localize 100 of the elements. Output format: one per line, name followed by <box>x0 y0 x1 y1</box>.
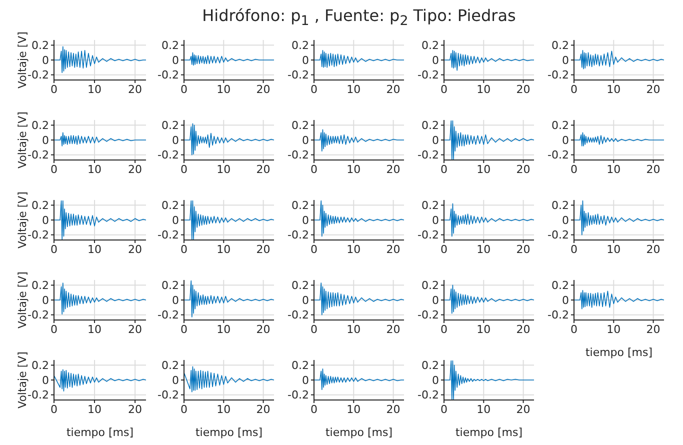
line-series <box>54 200 146 240</box>
y-tick-label: -0.2 <box>158 228 179 242</box>
y-tick-label: -0.2 <box>548 68 569 82</box>
x-tick-label: 0 <box>310 402 318 416</box>
x-tick-label: 20 <box>516 402 530 416</box>
x-tick-label: 10 <box>476 402 491 416</box>
x-tick-label: 20 <box>516 242 530 256</box>
chart-title: Hidrófono: p$_{1}$ , Fuente: p$_{2}$ Tipo: Piedras <box>201 6 517 30</box>
y-tick-label: -0.2 <box>28 388 49 402</box>
y-tick-label: -0.2 <box>418 388 439 402</box>
y-tick-label: 0 <box>42 214 49 227</box>
x-tick-label: 0 <box>50 402 58 416</box>
y-tick-label: -0.2 <box>548 228 569 242</box>
x-axis-title: tiempo [ms] <box>66 426 134 439</box>
x-tick-label: 20 <box>646 322 660 336</box>
line-series <box>184 200 274 240</box>
line-series <box>184 52 274 66</box>
y-tick-label: -0.2 <box>288 308 309 322</box>
x-tick-label: 20 <box>128 402 142 416</box>
y-tick-label: -0.2 <box>418 148 439 162</box>
y-tick-label: -0.2 <box>418 308 439 322</box>
x-tick-label: 10 <box>216 242 231 256</box>
x-tick-label: 10 <box>346 402 361 416</box>
x-tick-label: 0 <box>50 242 58 256</box>
y-tick-label: 0.2 <box>552 279 569 292</box>
x-tick-label: 20 <box>386 82 400 96</box>
x-tick-label: 0 <box>570 82 578 96</box>
y-tick-label: -0.2 <box>158 68 179 82</box>
y-tick-label: -0.2 <box>28 68 49 82</box>
y-tick-label: 0 <box>172 54 179 67</box>
line-series <box>574 200 664 236</box>
y-tick-label: -0.2 <box>288 228 309 242</box>
x-tick-label: 20 <box>256 402 270 416</box>
y-tick-label: 0.2 <box>32 359 49 372</box>
x-tick-label: 20 <box>516 82 530 96</box>
y-tick-label: 0 <box>302 294 309 307</box>
x-tick-label: 10 <box>346 242 361 256</box>
y-tick-label: 0.2 <box>552 39 569 52</box>
y-tick-label: -0.2 <box>158 308 179 322</box>
y-tick-label: 0.2 <box>292 199 309 212</box>
y-tick-label: 0 <box>172 374 179 387</box>
x-tick-label: 10 <box>606 82 621 96</box>
y-tick-label: 0.2 <box>292 359 309 372</box>
y-tick-label: 0 <box>42 134 49 147</box>
x-tick-label: 20 <box>256 162 270 176</box>
x-tick-label: 10 <box>216 82 231 96</box>
y-tick-label: -0.2 <box>28 308 49 322</box>
y-tick-label: 0.2 <box>32 199 49 212</box>
y-tick-label: -0.2 <box>288 388 309 402</box>
x-tick-label: 20 <box>646 82 660 96</box>
x-axis-title: tiempo [ms] <box>325 426 393 439</box>
y-tick-label: 0.2 <box>32 119 49 132</box>
y-tick-label: -0.2 <box>28 228 49 242</box>
x-tick-label: 10 <box>606 242 621 256</box>
x-tick-label: 10 <box>346 162 361 176</box>
x-tick-label: 0 <box>440 402 448 416</box>
x-tick-label: 0 <box>440 82 448 96</box>
line-series <box>54 282 146 314</box>
x-axis-title: tiempo [ms] <box>455 426 523 439</box>
line-series <box>574 132 664 146</box>
y-tick-label: 0 <box>432 54 439 67</box>
y-tick-label: -0.2 <box>548 308 569 322</box>
x-tick-label: 0 <box>310 322 318 336</box>
y-tick-label: 0 <box>302 374 309 387</box>
y-tick-label: 0 <box>302 54 309 67</box>
x-tick-label: 0 <box>180 402 188 416</box>
y-tick-label: 0 <box>42 294 49 307</box>
y-tick-label: 0.2 <box>162 119 179 132</box>
x-tick-label: 0 <box>570 162 578 176</box>
x-tick-label: 10 <box>216 162 231 176</box>
x-tick-label: 10 <box>346 322 361 336</box>
y-tick-label: 0 <box>172 214 179 227</box>
x-tick-label: 10 <box>476 82 491 96</box>
x-tick-label: 0 <box>310 162 318 176</box>
y-tick-label: 0.2 <box>32 279 49 292</box>
x-tick-label: 10 <box>88 322 102 336</box>
x-tick-label: 10 <box>476 162 491 176</box>
line-series <box>444 203 534 237</box>
y-axis-title: Voltaje [V] <box>16 352 29 408</box>
y-tick-label: -0.2 <box>158 148 179 162</box>
line-series <box>184 280 274 318</box>
line-series <box>54 46 146 73</box>
y-tick-label: 0.2 <box>292 279 309 292</box>
y-tick-label: 0 <box>302 134 309 147</box>
x-tick-label: 20 <box>386 322 400 336</box>
y-tick-label: 0 <box>562 294 569 307</box>
y-tick-label: 0 <box>432 214 439 227</box>
y-tick-label: 0 <box>172 134 179 147</box>
x-tick-label: 10 <box>88 402 102 416</box>
y-tick-label: 0.2 <box>422 39 439 52</box>
y-tick-label: 0.2 <box>422 279 439 292</box>
y-tick-label: 0.2 <box>162 199 179 212</box>
y-axis-title: Voltaje [V] <box>16 112 29 168</box>
line-series <box>314 129 404 152</box>
line-series <box>314 282 404 316</box>
y-tick-label: 0.2 <box>292 39 309 52</box>
x-tick-label: 0 <box>50 322 58 336</box>
x-tick-label: 20 <box>128 162 142 176</box>
x-tick-label: 0 <box>570 322 578 336</box>
x-tick-label: 0 <box>50 162 58 176</box>
